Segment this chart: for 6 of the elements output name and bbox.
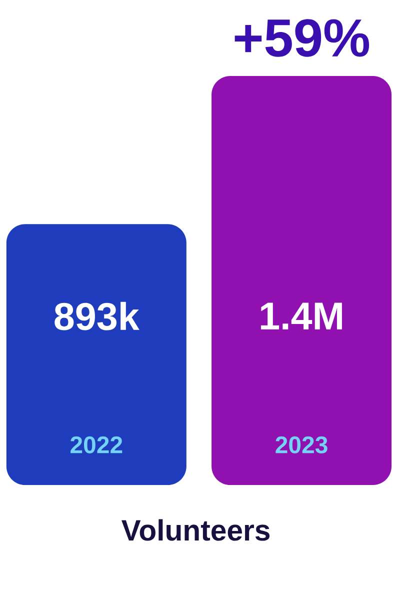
x-axis-title: Volunteers bbox=[122, 519, 270, 541]
data-label: 893k bbox=[54, 302, 140, 330]
x-tick-label: 2022 bbox=[70, 436, 122, 454]
x-tick-label: 2023 bbox=[276, 436, 328, 454]
data-label: 1.4M bbox=[260, 302, 342, 330]
text: +59% bbox=[234, 19, 370, 57]
